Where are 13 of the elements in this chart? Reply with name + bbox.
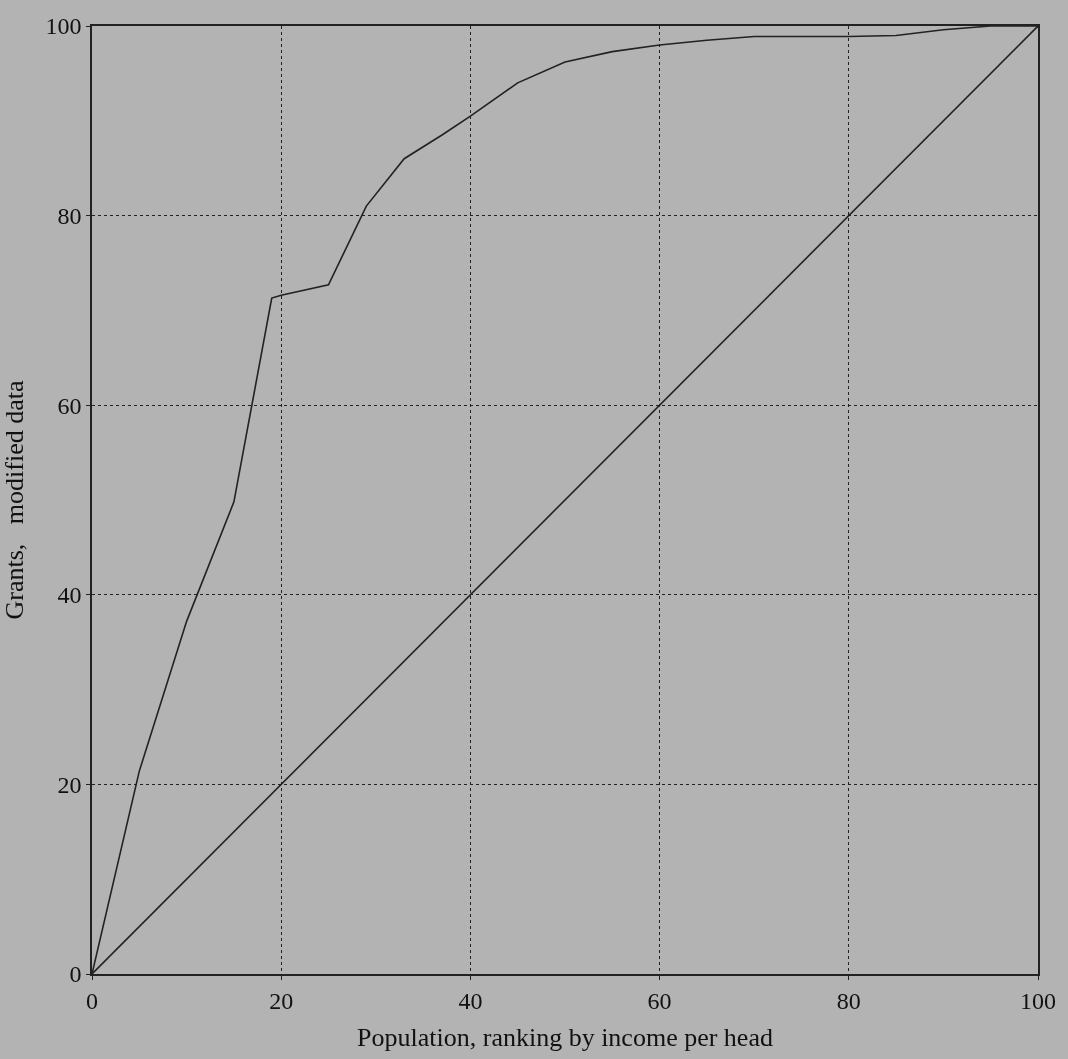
y-axis-title: Grants, modified data [0, 380, 29, 620]
y-tick-label: 20 [57, 771, 82, 798]
y-tick-label: 0 [69, 961, 82, 988]
y-tick-label: 80 [57, 203, 82, 229]
x-tick-label: 40 [458, 987, 483, 1014]
x-tick-label: 100 [1020, 987, 1056, 1014]
y-tick-label: 60 [57, 392, 82, 419]
y-tick-label: 100 [45, 13, 82, 40]
x-axis-title: Population, ranking by income per head [357, 1022, 773, 1052]
x-tick-label: 60 [647, 987, 672, 1014]
x-tick-label: 20 [269, 987, 294, 1014]
x-tick-label: 80 [836, 987, 861, 1014]
y-tick-label: 40 [57, 582, 82, 609]
